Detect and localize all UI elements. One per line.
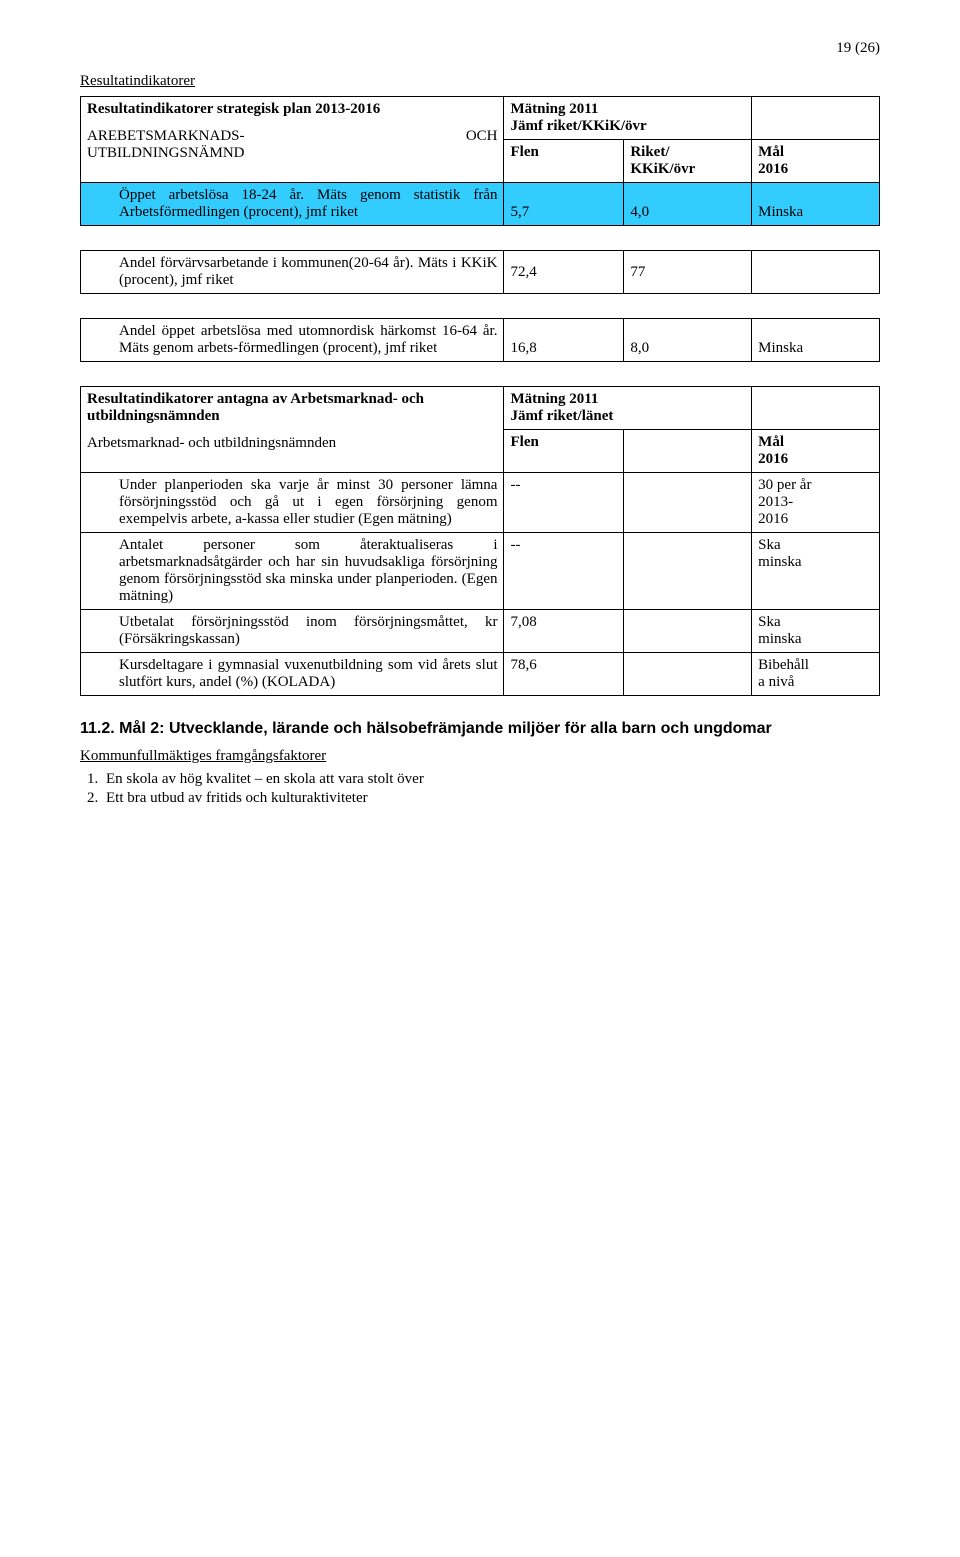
kf-item-2: Ett bra utbud av fritids och kulturaktiv… bbox=[102, 790, 880, 807]
t4-r2-v3: Ska minska bbox=[752, 610, 880, 653]
t2-label-txt: Andel förvärvsarbetande i kommunen(20-64… bbox=[87, 255, 497, 289]
t4-r3-v3: Bibehåll a nivå bbox=[752, 653, 880, 696]
table-2: Andel förvärvsarbetande i kommunen(20-64… bbox=[80, 250, 880, 294]
t4-r2-label: Utbetalat försörjningsstöd inom försörjn… bbox=[81, 610, 504, 653]
t1-hdr-l3: UTBILDNINGSNÄMND bbox=[87, 145, 497, 162]
t4-header-right-blank bbox=[752, 387, 880, 430]
t4-r1-v3: Ska minska bbox=[752, 533, 880, 610]
t4-r1-label: Antalet personer som återaktualiseras i … bbox=[81, 533, 504, 610]
t2-v3 bbox=[752, 251, 880, 294]
t1-row1-label-txt: Öppet arbetslösa 18-24 år. Mäts genom st… bbox=[87, 187, 497, 221]
t1-row1-label: Öppet arbetslösa 18-24 år. Mäts genom st… bbox=[81, 183, 504, 226]
t4-r3-v2 bbox=[624, 653, 752, 696]
t2-label: Andel förvärvsarbetande i kommunen(20-64… bbox=[81, 251, 504, 294]
t1-row1-v2: 4,0 bbox=[624, 183, 752, 226]
t4-r3-v1: 78,6 bbox=[504, 653, 624, 696]
t2-v1: 72,4 bbox=[504, 251, 624, 294]
t4-r3-label: Kursdeltagare i gymnasial vuxenutbildnin… bbox=[81, 653, 504, 696]
t1-row1-v3: Minska bbox=[752, 183, 880, 226]
t3-label: Andel öppet arbetslösa med utomnordisk h… bbox=[81, 319, 504, 362]
t4-hdr-blank bbox=[624, 430, 752, 473]
t4-mid-l1: Mätning 2011 bbox=[510, 391, 745, 408]
t4-mid-l2: Jämf riket/länet bbox=[510, 408, 745, 425]
t1-row1-v1: 5,7 bbox=[504, 183, 624, 226]
t3-label-txt: Andel öppet arbetslösa med utomnordisk h… bbox=[87, 323, 497, 357]
t4-hdr-flen: Flen bbox=[504, 430, 624, 473]
t4-r1-v2 bbox=[624, 533, 752, 610]
t1-hdr-l1: Resultatindikatorer strategisk plan 2013… bbox=[87, 101, 497, 118]
section-title: Resultatindikatorer bbox=[80, 73, 880, 90]
t1-hdr-flen: Flen bbox=[504, 140, 624, 183]
t4-header-left: Resultatindikatorer antagna av Arbetsmar… bbox=[81, 387, 504, 473]
t1-hdr-mal: Mål 2016 bbox=[752, 140, 880, 183]
t4-hdr-l2: Arbetsmarknad- och utbildningsnämnden bbox=[87, 435, 497, 452]
kf-list: En skola av hög kvalitet – en skola att … bbox=[80, 771, 880, 807]
t4-header-mid: Mätning 2011 Jämf riket/länet bbox=[504, 387, 752, 430]
t1-header-right-blank bbox=[752, 97, 880, 140]
t4-r2-v1: 7,08 bbox=[504, 610, 624, 653]
t1-mid-l1: Mätning 2011 bbox=[510, 101, 745, 118]
t4-r0-v3: 30 per år 2013- 2016 bbox=[752, 473, 880, 533]
t1-header-left: Resultatindikatorer strategisk plan 2013… bbox=[81, 97, 504, 183]
t1-mid-l2: Jämf riket/KKiK/övr bbox=[510, 118, 745, 135]
t4-r0-label: Under planperioden ska varje år minst 30… bbox=[81, 473, 504, 533]
t4-r2-v2 bbox=[624, 610, 752, 653]
t2-v2: 77 bbox=[624, 251, 752, 294]
mal2-heading: 11.2. Mål 2: Utvecklande, lärande och hä… bbox=[112, 720, 880, 738]
table-3: Andel öppet arbetslösa med utomnordisk h… bbox=[80, 318, 880, 362]
t1-hdr-riket: Riket/ KKiK/övr bbox=[624, 140, 752, 183]
t4-hdr-mal: Mål 2016 bbox=[752, 430, 880, 473]
t1-header-mid: Mätning 2011 Jämf riket/KKiK/övr bbox=[504, 97, 752, 140]
table-1: Resultatindikatorer strategisk plan 2013… bbox=[80, 96, 880, 226]
page-number: 19 (26) bbox=[80, 40, 880, 57]
table-4: Resultatindikatorer antagna av Arbetsmar… bbox=[80, 386, 880, 696]
kf-title: Kommunfullmäktiges framgångsfaktorer bbox=[80, 748, 880, 765]
t1-hdr-l2b: OCH bbox=[466, 128, 498, 145]
t4-hdr-l1: Resultatindikatorer antagna av Arbetsmar… bbox=[87, 391, 497, 425]
t3-v1: 16,8 bbox=[504, 319, 624, 362]
t3-v2: 8,0 bbox=[624, 319, 752, 362]
kf-item-1: En skola av hög kvalitet – en skola att … bbox=[102, 771, 880, 788]
t4-r0-v2 bbox=[624, 473, 752, 533]
t4-r0-v1: -- bbox=[504, 473, 624, 533]
t4-r1-v1: -- bbox=[504, 533, 624, 610]
t1-hdr-l2a: AREBETSMARKNADS- bbox=[87, 128, 245, 145]
t3-v3: Minska bbox=[752, 319, 880, 362]
